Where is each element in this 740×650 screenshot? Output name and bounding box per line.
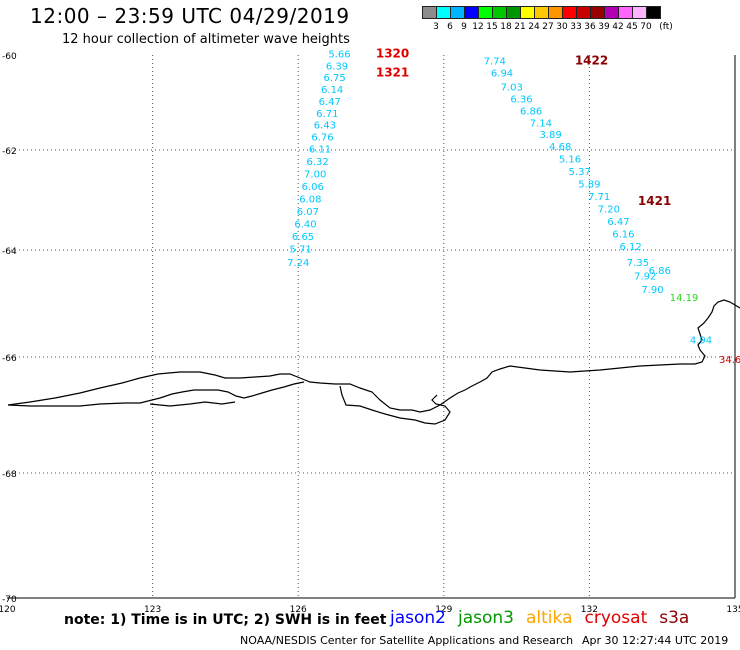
grid-lines <box>7 55 735 598</box>
wave-height-value: 6.36 <box>510 95 532 106</box>
legend-label: 24 <box>528 22 540 32</box>
satellite-name-cryosat: cryosat <box>584 608 648 628</box>
wave-height-value: 4.94 <box>690 336 712 347</box>
wave-height-value: 7.92 <box>634 271 656 282</box>
y-tick-label: -70 <box>2 595 17 605</box>
map-title: 12:00 – 23:59 UTC 04/29/2019 <box>30 4 350 28</box>
wave-height-value: 6.86 <box>520 106 542 117</box>
wave-height-value: 6.71 <box>316 109 338 120</box>
legend-label: 3 <box>433 22 439 32</box>
pass-label: 1421 <box>638 194 671 208</box>
wave-height-value: 6.40 <box>294 220 316 231</box>
wave-height-value: 7.90 <box>641 285 663 296</box>
map-subtitle: 12 hour collection of altimeter wave hei… <box>62 32 350 47</box>
satellite-name-jason2: jason2 <box>390 608 446 628</box>
legend-label: 18 <box>500 22 512 32</box>
wave-height-value: 6.32 <box>306 157 328 168</box>
wave-height-value: 6.47 <box>607 217 629 228</box>
wave-height-value: 7.20 <box>598 205 620 216</box>
coastline-inner-loop <box>7 381 451 425</box>
y-tick-label: -60 <box>2 52 17 62</box>
legend-label: 39 <box>598 22 610 32</box>
wave-height-value: 6.07 <box>297 207 319 218</box>
wave-height-value: 6.76 <box>311 133 333 144</box>
wave-height-value: 6.14 <box>321 85 343 96</box>
legend-label: 27 <box>542 22 554 32</box>
satellite-pass-labels: 1320 1321 1422 1421 <box>376 46 671 208</box>
legend-label: 12 <box>472 22 484 32</box>
x-tick-label: 126 <box>290 605 307 615</box>
satellite-name-jason3: jason3 <box>458 608 514 628</box>
wave-height-values: 5.666.396.756.146.476.716.436.766.116.32… <box>287 49 740 365</box>
color-legend-labels: 3 6 9 12 15 18 21 24 27 30 33 36 39 42 45 70 (ft) <box>422 22 740 36</box>
wave-height-value: 7.71 <box>588 192 610 203</box>
wave-height-value: 7.74 <box>484 57 506 68</box>
x-tick-label: 135 <box>726 605 740 615</box>
legend-label: 45 <box>626 22 638 32</box>
wave-height-value: 5.71 <box>289 245 311 256</box>
legend-swatch <box>646 6 661 19</box>
antarctic-coastline <box>7 299 740 413</box>
legend-label: (ft) <box>659 22 673 32</box>
satellite-legend: jason2 jason3 altika cryosat s3a <box>390 608 701 628</box>
legend-label: 6 <box>447 22 453 32</box>
footer-note: note: 1) Time is in UTC; 2) SWH is in fe… <box>64 612 387 628</box>
wave-height-value: 5.37 <box>569 167 591 178</box>
legend-label: 9 <box>461 22 467 32</box>
y-tick-label: -62 <box>2 147 17 157</box>
satellite-name-altika: altika <box>526 608 573 628</box>
legend-label: 15 <box>486 22 498 32</box>
wave-height-value: 4.68 <box>549 142 571 153</box>
wave-height-value: 3.89 <box>539 130 561 141</box>
x-tick-label: 120 <box>0 605 16 615</box>
x-tick-label: 132 <box>581 605 598 615</box>
pass-label: 1320 <box>376 46 409 60</box>
wave-height-value: 6.39 <box>326 61 348 72</box>
wave-height-value: 5.66 <box>328 49 350 60</box>
wave-height-value: 5.89 <box>578 180 600 191</box>
wave-height-value: 6.94 <box>491 68 513 79</box>
axis-tick-labels: 120 123 126 129 132 135 -60 -62 -64 -66 -68 -70 <box>0 52 740 615</box>
legend-label: 36 <box>584 22 596 32</box>
color-legend <box>422 6 661 19</box>
legend-label: 21 <box>514 22 526 32</box>
wave-height-value: 6.11 <box>309 145 331 156</box>
map-frame <box>7 55 736 599</box>
wave-height-value: 6.47 <box>319 97 341 108</box>
legend-label: 33 <box>570 22 582 32</box>
x-tick-label: 123 <box>144 605 161 615</box>
wave-height-value: 6.75 <box>323 73 345 84</box>
pass-label: 1321 <box>376 65 409 79</box>
wave-height-value: 6.12 <box>620 242 642 253</box>
y-tick-label: -66 <box>2 354 17 364</box>
generated-timestamp: Apr 30 12:27:44 UTC 2019 <box>582 634 729 647</box>
wave-height-value: 6.43 <box>314 121 336 132</box>
satellite-name-s3a: s3a <box>659 608 690 628</box>
wave-height-value: 6.86 <box>649 266 671 277</box>
wave-height-value: 7.00 <box>304 170 326 181</box>
wave-height-value: 7.35 <box>627 258 649 269</box>
wave-height-value: 14.19 <box>670 293 699 304</box>
legend-label: 42 <box>612 22 624 32</box>
wave-height-value: 6.16 <box>612 230 634 241</box>
wave-height-value: 34.6 <box>719 355 740 366</box>
wave-height-value: 5.16 <box>559 155 581 166</box>
legend-label: 30 <box>556 22 568 32</box>
wave-height-value: 7.03 <box>501 83 523 94</box>
x-tick-label: 129 <box>435 605 452 615</box>
y-tick-label: -64 <box>2 247 17 257</box>
legend-label: 70 <box>640 22 652 32</box>
wave-height-value: 6.65 <box>292 232 314 243</box>
credit-line: NOAA/NESDIS Center for Satellite Applica… <box>240 634 574 647</box>
wave-height-value: 6.08 <box>299 195 321 206</box>
y-tick-label: -68 <box>2 470 17 480</box>
pass-label: 1422 <box>575 54 608 68</box>
wave-height-value: 6.06 <box>302 182 324 193</box>
wave-height-value: 7.24 <box>287 258 309 269</box>
wave-height-value: 7.14 <box>530 118 552 129</box>
